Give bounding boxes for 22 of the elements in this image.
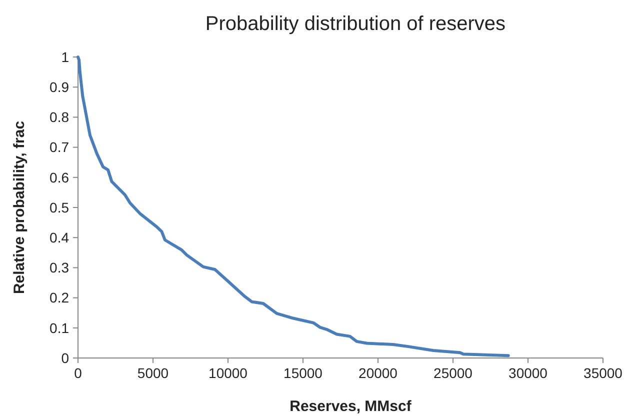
y-tick-label: 0.3: [50, 260, 70, 276]
y-tick-label: 0.2: [50, 290, 70, 306]
y-tick-label: 0.4: [50, 230, 70, 246]
x-tick-label: 20000: [358, 365, 398, 381]
x-axis-title: Reserves, MMscf: [290, 398, 412, 415]
x-tick-label: 0: [74, 365, 82, 381]
x-tick-label: 25000: [434, 365, 473, 381]
y-tick-label: 1: [61, 48, 70, 65]
x-tick-label: 35000: [584, 365, 623, 381]
y-tick-label: 0.6: [50, 169, 70, 186]
y-tick-label: 0.1: [50, 320, 70, 336]
x-tick-label: 10000: [208, 365, 248, 381]
x-tick-label: 30000: [508, 365, 548, 381]
x-tick-label: 15000: [284, 365, 323, 381]
y-axis-title: Relative probability, frac: [11, 120, 28, 294]
y-tick-label: 0.5: [50, 199, 70, 216]
y-tick-label: 0: [61, 350, 70, 366]
x-tick-label: 5000: [137, 365, 169, 381]
y-tick-label: 0.9: [50, 79, 70, 95]
chart-title: Probability distribution of reserves: [205, 13, 506, 35]
y-tick-label: 0.8: [50, 109, 70, 126]
y-tick-label: 0.7: [50, 139, 70, 156]
